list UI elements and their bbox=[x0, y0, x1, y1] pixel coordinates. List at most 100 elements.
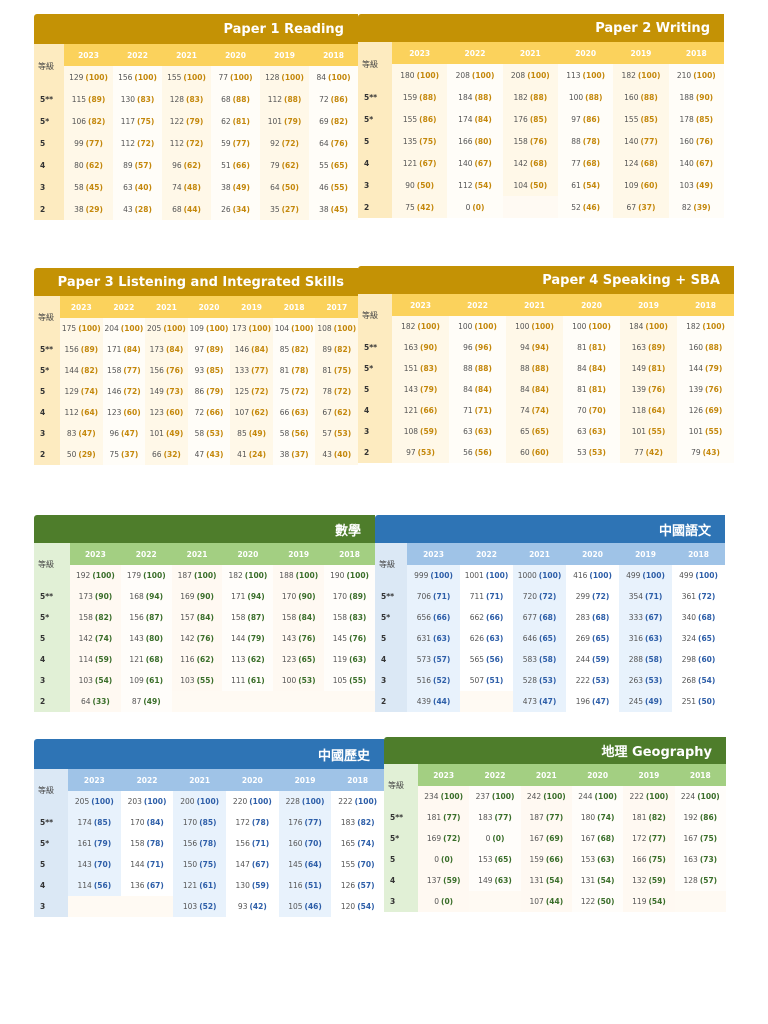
year-header: 2020 bbox=[571, 764, 624, 786]
cutoff-score: 67 bbox=[322, 408, 332, 417]
score-cell: 155 (86) bbox=[392, 108, 448, 130]
cutoff-score: 77 bbox=[218, 72, 229, 82]
score-cell: 196 (47) bbox=[566, 691, 619, 712]
score-cell: 107 (44) bbox=[520, 891, 572, 912]
grade-label: 3 bbox=[40, 902, 46, 911]
year-header: 2019 bbox=[230, 296, 273, 318]
cutoff-score: 180 bbox=[400, 70, 415, 80]
cutoff-percent: (100) bbox=[163, 324, 186, 333]
score-cell: 118 (64) bbox=[620, 400, 677, 421]
cutoff-score: 144 bbox=[130, 860, 145, 869]
cutoff-percent: (100) bbox=[637, 70, 661, 80]
cutoff-score: 181 bbox=[632, 813, 647, 822]
cutoff-percent: (86) bbox=[419, 114, 437, 124]
score-cell: 116 (62) bbox=[171, 649, 223, 670]
cutoff-percent: (54) bbox=[357, 902, 375, 911]
score-cell: 117 (75) bbox=[113, 110, 162, 132]
cutoff-score: 184 bbox=[629, 322, 644, 331]
cutoff-score: 167 bbox=[683, 834, 698, 843]
cutoff-score: 81 bbox=[279, 366, 290, 375]
cutoff-percent: (55) bbox=[648, 427, 666, 436]
cutoff-percent: (53) bbox=[298, 676, 316, 685]
cutoff-percent: (42) bbox=[249, 902, 267, 911]
cutoff-percent: (49) bbox=[232, 182, 250, 192]
cutoff-score: 100 bbox=[568, 92, 584, 102]
cutoff-percent: (61) bbox=[247, 676, 265, 685]
score-cell: 74 (74) bbox=[506, 400, 563, 421]
cutoff-score: 56 bbox=[463, 448, 473, 457]
score-cell: 38 (49) bbox=[211, 176, 260, 198]
cutoff-percent: (100) bbox=[582, 70, 606, 80]
cutoff-score: 1000 bbox=[517, 571, 537, 580]
year-header: 2019 bbox=[278, 769, 332, 791]
score-cell: 224 (100) bbox=[674, 786, 726, 807]
score-cell: 626 (63) bbox=[460, 628, 513, 649]
cutoff-percent: (66) bbox=[232, 160, 250, 170]
score-cell: 153 (63) bbox=[571, 849, 624, 870]
score-cell: 181 (77) bbox=[418, 807, 470, 828]
cutoff-score: 112 bbox=[120, 138, 136, 148]
cutoff-score: 166 bbox=[632, 855, 647, 864]
cutoff-percent: (87) bbox=[247, 613, 265, 622]
score-cell: 131 (54) bbox=[571, 870, 624, 891]
cutoff-score: 205 bbox=[147, 324, 162, 333]
score-cell: 179 (100) bbox=[120, 565, 172, 586]
cutoff-score: 108 bbox=[317, 324, 332, 333]
score-cell: 79 (62) bbox=[260, 154, 309, 176]
score-cell: 121 (61) bbox=[173, 875, 227, 896]
cutoff-percent: (76) bbox=[196, 634, 214, 643]
score-cell: 135 (75) bbox=[392, 130, 448, 152]
grade-label-column: 等級 5** 5* 5 4 3 2 bbox=[358, 42, 392, 218]
score-cell: 133 (77) bbox=[230, 360, 273, 381]
year-header: 2021 bbox=[171, 543, 223, 565]
cutoff-percent: (50) bbox=[416, 180, 435, 190]
cutoff-score: 244 bbox=[575, 655, 591, 664]
cutoff-score: 160 bbox=[679, 136, 694, 146]
cutoff-percent: (53) bbox=[417, 448, 435, 457]
cutoff-percent: (63) bbox=[645, 634, 663, 643]
grade-label: 3 bbox=[40, 676, 46, 685]
panel-paper2-writing: Paper 2 Writing 等級 5** 5* 5 4 3 2 2023 180 (100) 15… bbox=[358, 14, 724, 218]
cutoff-percent: (88) bbox=[705, 343, 723, 352]
cutoff-percent: (84) bbox=[531, 385, 549, 394]
cutoff-percent: (66) bbox=[433, 613, 451, 622]
cutoff-score: 50 bbox=[66, 450, 77, 459]
grade-label: 5** bbox=[40, 94, 54, 104]
cutoff-percent: (72) bbox=[539, 592, 557, 601]
cutoff-score: 123 bbox=[149, 408, 164, 417]
score-cell: 156 (76) bbox=[145, 360, 188, 381]
cutoff-percent: (89) bbox=[88, 94, 106, 104]
cutoff-score: 107 bbox=[234, 408, 250, 417]
year-column-2020: 2020 244 (100) 180 (74) 167 (68) 153 (63) 131 (54)… bbox=[571, 764, 624, 912]
score-cell: 656 (66) bbox=[407, 607, 460, 628]
cutoff-score: 109 bbox=[129, 676, 144, 685]
score-cell: 113 (62) bbox=[222, 649, 274, 670]
cutoff-score: 439 bbox=[416, 697, 432, 706]
cutoff-percent: (40) bbox=[134, 182, 152, 192]
cutoff-score: 507 bbox=[469, 676, 485, 685]
cutoff-percent: (24) bbox=[248, 450, 267, 459]
cutoff-percent: (100) bbox=[474, 322, 497, 331]
score-cell: 62 (81) bbox=[211, 110, 260, 132]
score-cell: 165 (74) bbox=[331, 833, 385, 854]
grade-label: 5 bbox=[364, 385, 370, 394]
cutoff-percent: (100) bbox=[120, 324, 144, 333]
score-cell: 123 (60) bbox=[102, 402, 146, 423]
grade-label: 5** bbox=[364, 92, 378, 102]
score-cell: 96 (47) bbox=[102, 423, 146, 444]
cutoff-score: 63 bbox=[577, 427, 587, 436]
cutoff-percent: (82) bbox=[88, 116, 106, 126]
cutoff-percent: (44) bbox=[433, 697, 451, 706]
cutoff-percent: (65) bbox=[531, 427, 549, 436]
score-cell: 142 (76) bbox=[171, 628, 223, 649]
cutoff-percent: (82) bbox=[333, 345, 352, 354]
cutoff-percent: (37) bbox=[120, 450, 139, 459]
cutoff-percent: (49) bbox=[248, 429, 267, 438]
cutoff-score: 81 bbox=[577, 343, 587, 352]
cutoff-score: 158 bbox=[513, 136, 528, 146]
score-cell: 108 (59) bbox=[392, 421, 449, 442]
cutoff-percent: (80) bbox=[474, 136, 492, 146]
year-column-2019: 2019 128 (100) 112 (88) 101 (79) 92 (72) 79 (62) 64… bbox=[260, 44, 309, 220]
score-cell: 114 (56) bbox=[68, 875, 121, 896]
score-cell: 0 (0) bbox=[447, 196, 503, 218]
